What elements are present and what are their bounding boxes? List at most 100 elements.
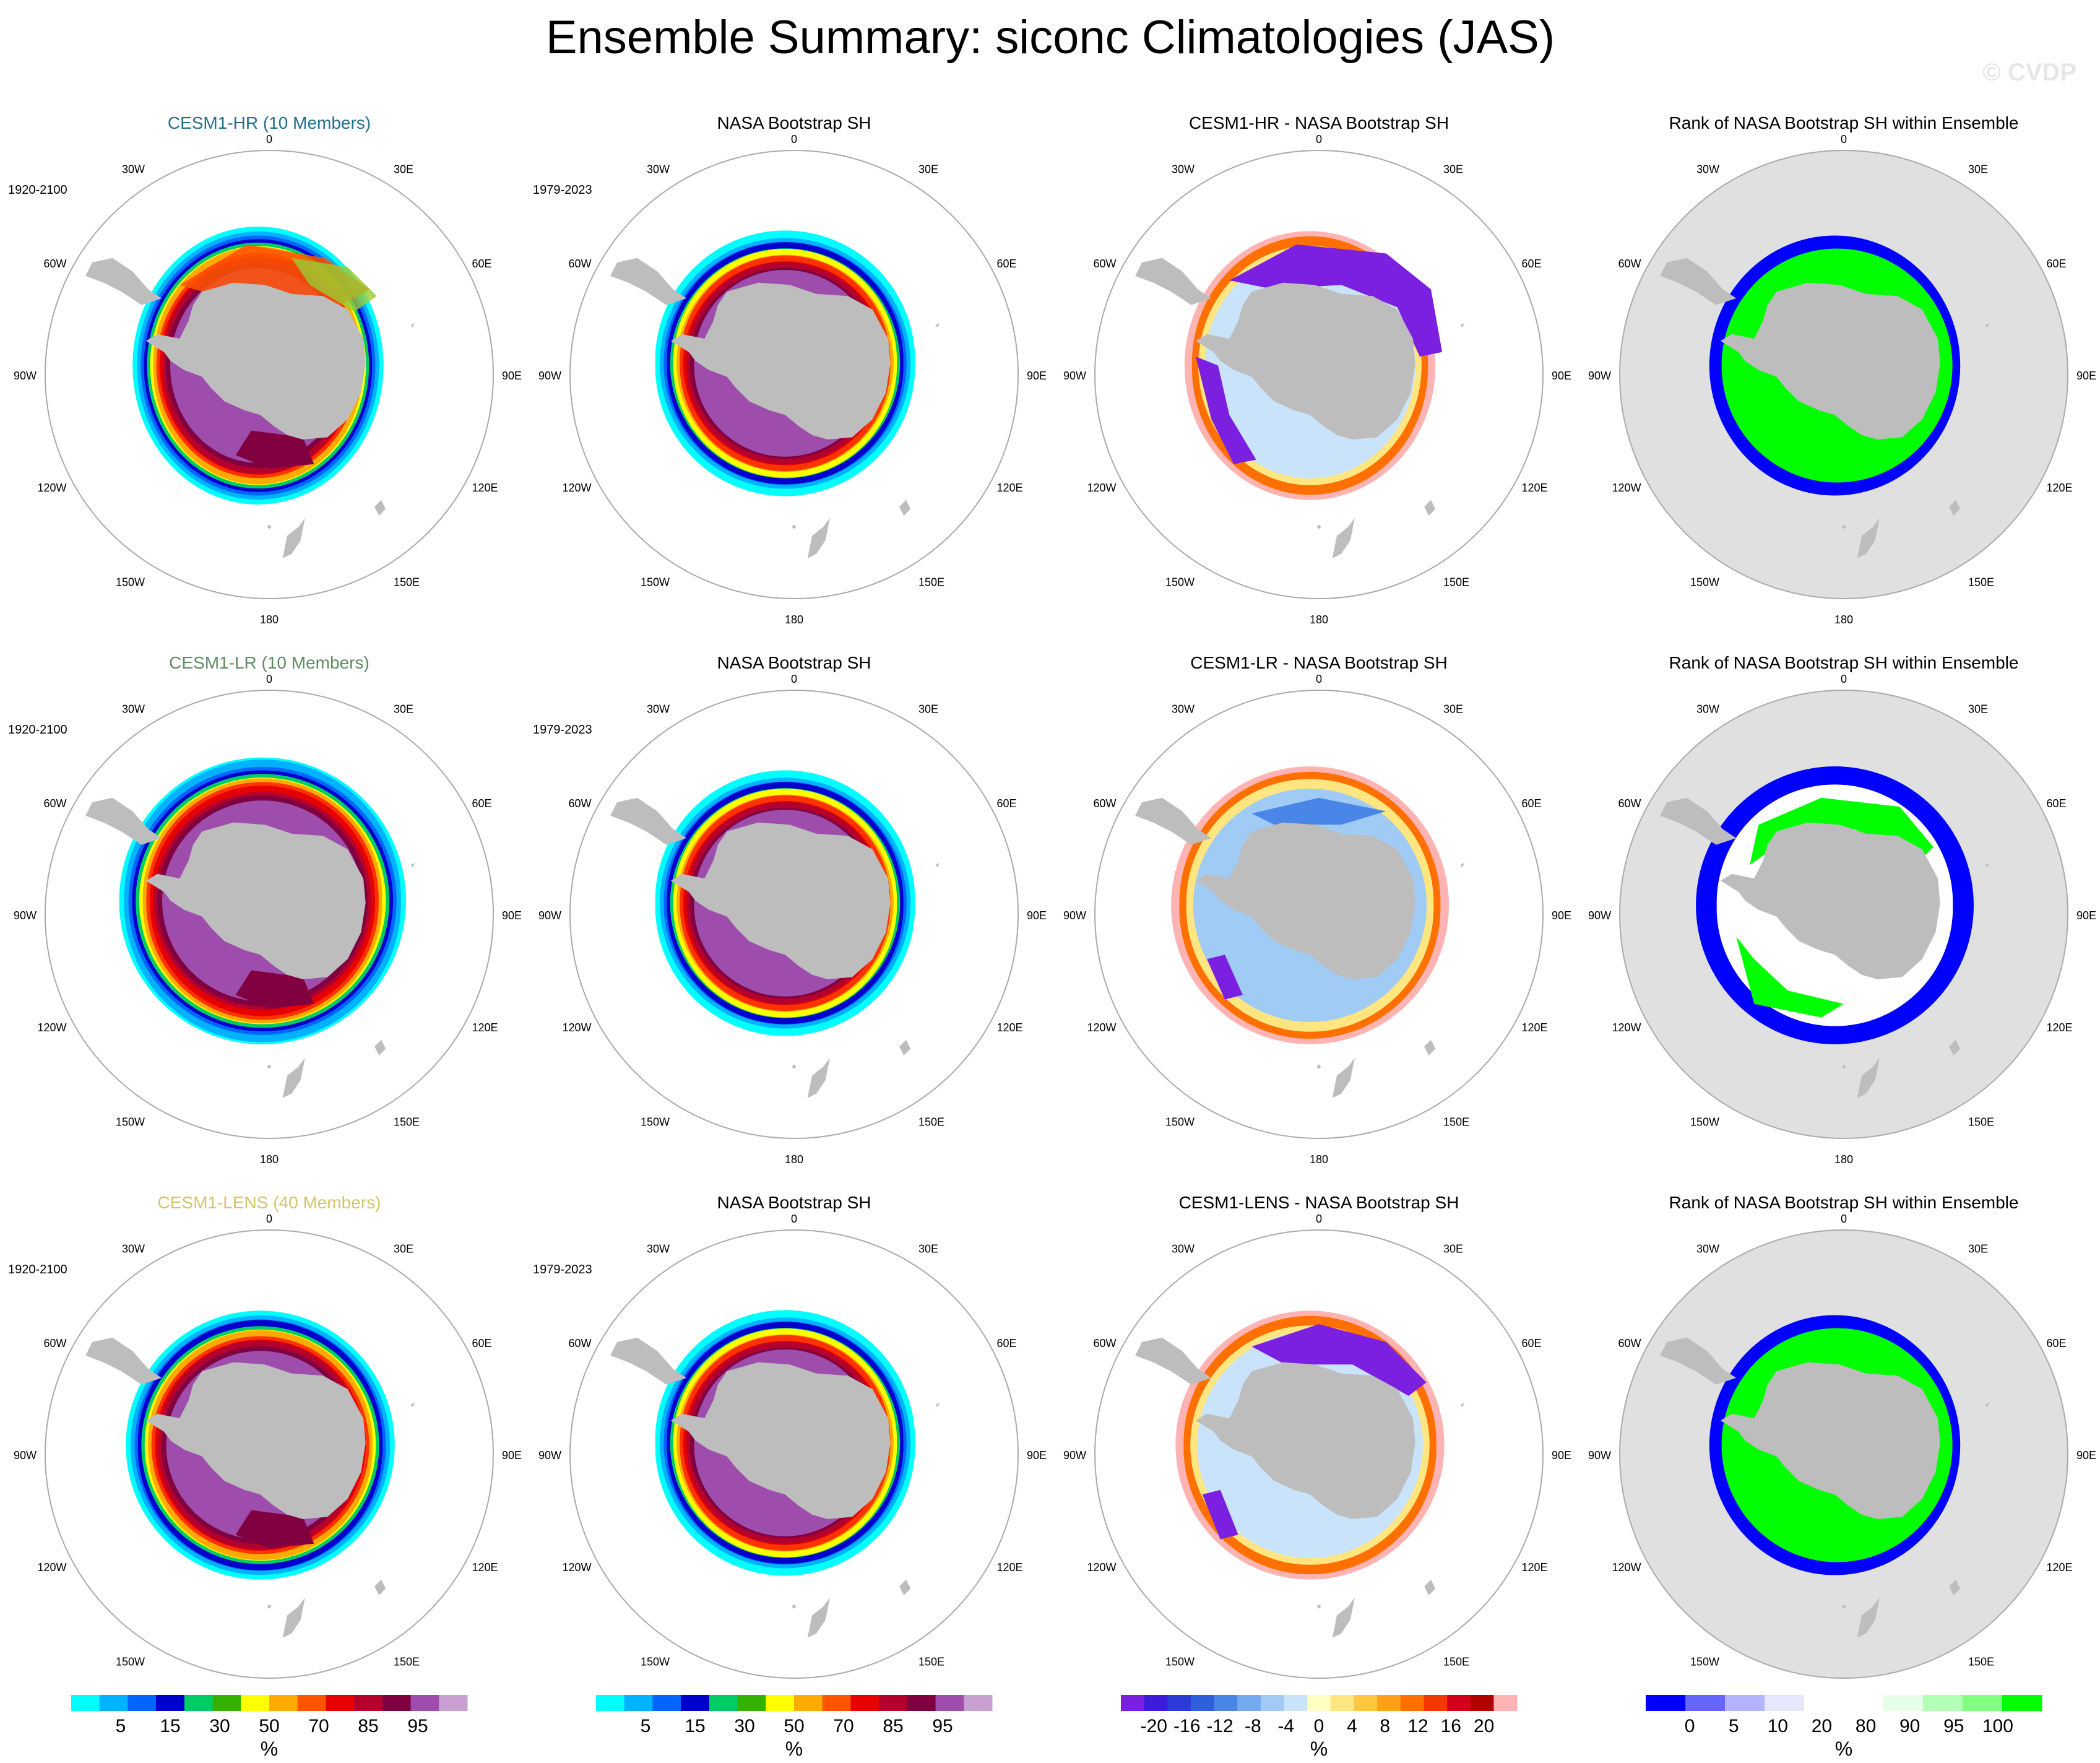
colorbar-swatch (1260, 1695, 1284, 1711)
panel-title: Rank of NASA Bootstrap SH within Ensembl… (1669, 653, 2019, 672)
antarctica-land (145, 282, 366, 440)
longitude-label: 30W (1172, 703, 1195, 716)
colorbar-swatch (354, 1695, 383, 1711)
colorbar-swatch (1844, 1695, 1884, 1711)
longitude-label: 120E (997, 1021, 1023, 1034)
colorbar-swatch (1685, 1695, 1726, 1711)
longitude-label: 120W (37, 1021, 66, 1034)
longitude-label: 60W (1093, 797, 1116, 810)
longitude-label: 120E (1522, 482, 1548, 494)
diff-negative-patch (1251, 1324, 1427, 1396)
longitude-label: 90E (1027, 1449, 1047, 1462)
colorbar-swatch (907, 1695, 936, 1711)
antarctica-land (145, 1362, 366, 1519)
longitude-label: 120E (472, 1561, 498, 1574)
colorbar-tick-label: 15 (685, 1716, 705, 1736)
longitude-label: 0 (266, 1213, 272, 1225)
map-boundary (569, 690, 1019, 1139)
longitude-label: 150E (1443, 1656, 1469, 1668)
longitude-label: 120E (997, 1561, 1023, 1574)
colorbar-tick-label: 70 (833, 1716, 853, 1736)
longitude-label: 30W (122, 703, 145, 716)
longitude-label: 90E (1027, 909, 1047, 922)
new-zealand-land (282, 1057, 305, 1098)
longitude-label: 60E (2047, 797, 2067, 810)
colorbar-tick-label: 30 (734, 1716, 754, 1736)
new-zealand-land (807, 1057, 830, 1098)
longitude-label: 90E (502, 1449, 522, 1462)
panel-title: Rank of NASA Bootstrap SH within Ensembl… (1669, 113, 2019, 132)
longitude-label: 120W (1087, 1561, 1116, 1574)
colorbar-swatch (879, 1695, 908, 1711)
colorbar-swatch (1963, 1695, 2003, 1711)
longitude-label: 150E (1968, 1116, 1994, 1128)
period-label: 1979-2023 (533, 723, 592, 737)
longitude-label: 120W (562, 1021, 591, 1034)
colorbar-swatch (1470, 1695, 1494, 1711)
colorbar-swatch (1307, 1695, 1331, 1711)
longitude-label: 30E (1443, 1243, 1463, 1255)
longitude-label: 30W (647, 703, 670, 716)
longitude-label: 150W (641, 1116, 670, 1128)
island-land (935, 323, 940, 327)
new-zealand-land (282, 518, 305, 558)
colorbar-swatch (1646, 1695, 1686, 1711)
longitude-label: 180 (1310, 1153, 1328, 1166)
figure-title: Ensemble Summary: siconc Climatologies (… (546, 11, 1555, 64)
colorbar-swatch (1804, 1695, 1844, 1711)
longitude-label: 0 (266, 133, 272, 145)
map-panel: CESM1-LENS - NASA Bootstrap SH018030W30E… (1063, 1193, 1571, 1705)
longitude-label: 150W (1690, 1116, 1719, 1128)
longitude-label: 150W (1165, 1656, 1195, 1668)
panel-title: CESM1-LENS (40 Members) (158, 1193, 381, 1212)
island-land (1841, 1064, 1846, 1069)
diff-negative-patch (1195, 357, 1256, 464)
colorbar-tick-label: 5 (1729, 1716, 1739, 1736)
longitude-label: 60W (1618, 1337, 1641, 1349)
rank-high-patch (1736, 937, 1844, 1018)
colorbar-swatch (964, 1695, 993, 1711)
colorbar-swatch (1424, 1695, 1448, 1711)
island-land (374, 1579, 386, 1596)
colorbar-tick-label: 5 (641, 1716, 651, 1736)
longitude-label: 60W (43, 258, 66, 270)
map-boundary (45, 690, 494, 1139)
colorbar: 5 15 30 50 70 85 95% (596, 1695, 993, 1760)
map-panel: CESM1-HR (10 Members) 1920-2100 0 180 30W 30E… (8, 113, 522, 626)
colorbar-tick-label: 0 (1314, 1716, 1324, 1736)
colorbar-swatch (269, 1695, 298, 1711)
colorbar-tick-label: 30 (209, 1716, 230, 1736)
longitude-label: 30E (1968, 703, 1988, 716)
longitude-label: 120W (562, 482, 591, 494)
island-land (410, 1402, 415, 1407)
longitude-label: 90W (538, 370, 561, 382)
longitude-label: 90W (14, 909, 37, 922)
ice-anomaly-patch (292, 258, 377, 312)
colorbar-swatch (1190, 1695, 1214, 1711)
colorbar-swatch (184, 1695, 214, 1711)
longitude-label: 30E (918, 163, 938, 176)
longitude-label: 150E (1968, 1656, 1994, 1668)
colorbar-tick-label: -20 (1141, 1716, 1167, 1736)
new-zealand-land (282, 1597, 305, 1638)
island-land (1949, 1039, 1961, 1056)
longitude-label: 90E (502, 370, 522, 382)
antarctica-land (670, 282, 891, 440)
longitude-label: 120W (37, 482, 66, 494)
colorbar-swatch (1237, 1695, 1261, 1711)
longitude-label: 30W (122, 1243, 145, 1255)
colorbar-swatch (2002, 1695, 2042, 1711)
longitude-label: 60E (1522, 258, 1542, 270)
longitude-label: 150W (116, 1116, 145, 1128)
longitude-label: 60W (1618, 258, 1641, 270)
longitude-label: 30E (1443, 703, 1463, 716)
island-land (1424, 500, 1436, 516)
colorbar-unit: % (1835, 1738, 1852, 1760)
colorbar-tick-label: 12 (1407, 1716, 1428, 1736)
